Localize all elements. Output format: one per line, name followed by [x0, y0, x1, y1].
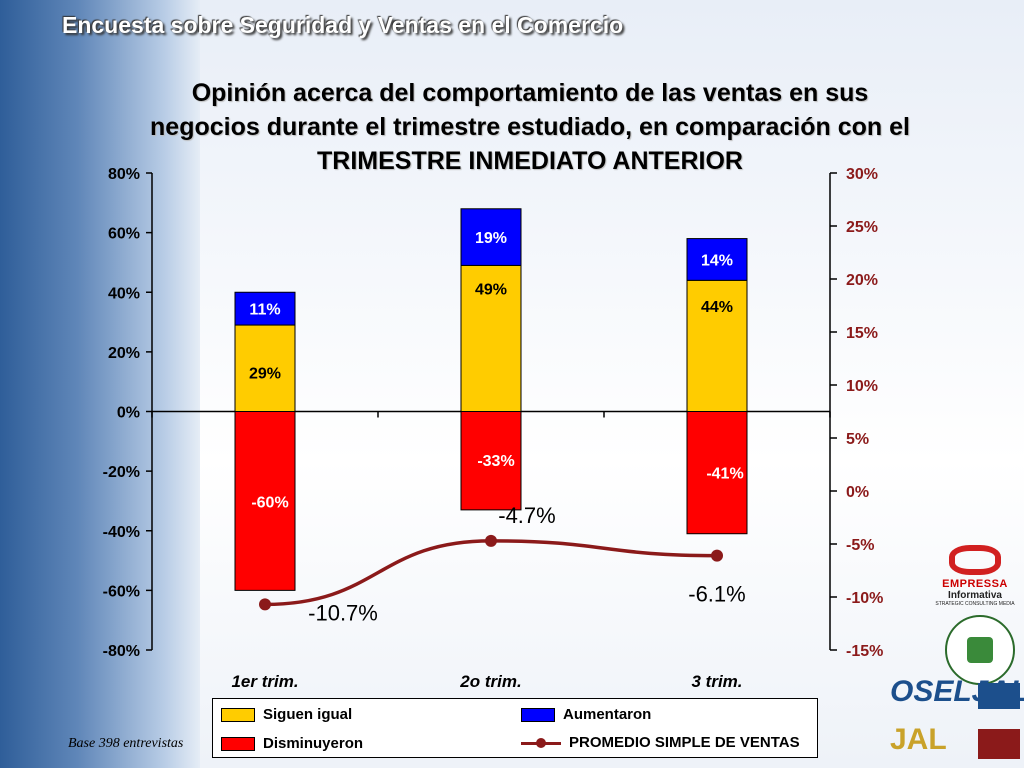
bar-siguen-igual: [234, 324, 296, 413]
category-label: 1er trim.: [231, 672, 298, 691]
left-tick-label: -60%: [103, 583, 140, 600]
left-tick-label: -80%: [103, 643, 140, 660]
bar-siguen-igual: [460, 264, 522, 413]
background-left-gradient: [0, 0, 220, 768]
data-label-aumentaron: 19%: [475, 230, 507, 247]
line-promedio: [264, 539, 718, 607]
bar-aumentaron: [686, 238, 748, 281]
bar-aumentaron: [460, 208, 522, 266]
data-label-aumentaron: 11%: [249, 302, 280, 319]
left-tick-label: 0%: [117, 405, 140, 422]
right-tick-label: 10%: [846, 378, 878, 395]
right-tick-label: 30%: [846, 166, 878, 183]
chart-legend: Siguen igual Aumentaron Disminuyeron PRO…: [212, 698, 818, 758]
data-label-disminuyeron: -41%: [706, 466, 743, 483]
background-watermark: [200, 0, 1024, 768]
left-tick-label: -20%: [103, 464, 140, 481]
right-tick-label: 20%: [846, 272, 878, 289]
oseljal-logo: OSELJAL: [890, 675, 1024, 709]
legend-label-siguen-igual: Siguen igual: [263, 706, 353, 723]
data-label-promedio: -4.7%: [498, 503, 555, 528]
right-tick-label: 15%: [846, 325, 878, 342]
empressa-logo: EMPRESSA Informativa STRATEGIC CONSULTIN…: [935, 545, 1015, 615]
legend-swatch-aumentaron: [521, 707, 555, 722]
legend-item-disminuyeron: Disminuyeron: [221, 735, 363, 752]
legend-swatch-promedio: [521, 736, 561, 750]
right-tick-label: -15%: [846, 643, 883, 660]
right-tick-label: 0%: [846, 484, 869, 501]
slide-header: Encuesta sobre Seguridad y Ventas en el …: [62, 12, 624, 38]
legend-item-siguen-igual: Siguen igual: [221, 706, 352, 723]
chart-title-line-1: Opinión acerca del comportamiento de las…: [191, 79, 869, 107]
chart-title-line-2: negocios durante el trimestre estudiado,…: [150, 113, 910, 141]
data-label-disminuyeron: -60%: [251, 494, 288, 511]
footnote: Base 398 entrevistas: [68, 736, 184, 751]
right-tick-label: -5%: [846, 537, 874, 554]
bar-disminuyeron: [460, 411, 522, 511]
right-tick-label: 5%: [846, 431, 869, 448]
empressa-mark-icon: [949, 545, 1001, 575]
bar-disminuyeron: [686, 411, 748, 535]
point-promedio: [711, 549, 723, 562]
legend-item-aumentaron: Aumentaron: [521, 706, 651, 723]
left-tick-label: 20%: [108, 345, 140, 362]
left-tick-label: -40%: [103, 524, 140, 541]
category-label: 3 trim.: [691, 672, 742, 691]
left-tick-label: 40%: [108, 285, 140, 302]
legend-label-disminuyeron: Disminuyeron: [263, 735, 364, 752]
left-tick-label: 60%: [108, 226, 140, 243]
bar-disminuyeron: [234, 411, 296, 591]
legend-label-promedio: PROMEDIO SIMPLE DE VENTAS: [569, 734, 800, 751]
legend-swatch-disminuyeron: [221, 736, 255, 751]
chart-title: Opinión acerca del comportamiento de las…: [60, 76, 1000, 178]
bar-aumentaron: [234, 291, 296, 326]
category-label: 2o trim.: [459, 672, 521, 691]
data-label-promedio: -6.1%: [688, 582, 745, 607]
left-tick-label: 80%: [108, 166, 140, 183]
data-label-disminuyeron: -33%: [477, 453, 514, 470]
right-tick-label: 25%: [846, 219, 878, 236]
legend-item-promedio: PROMEDIO SIMPLE DE VENTAS: [521, 734, 800, 751]
right-tick-label: -10%: [846, 590, 883, 607]
chart-title-line-3: TRIMESTRE INMEDIATO ANTERIOR: [317, 147, 743, 175]
bar-siguen-igual: [686, 279, 748, 413]
jal-logo: JAL: [890, 723, 1020, 765]
data-label-siguen-igual: 44%: [701, 299, 733, 316]
data-label-siguen-igual: 29%: [249, 365, 281, 382]
data-label-aumentaron: 14%: [701, 252, 733, 269]
point-promedio: [485, 534, 497, 547]
data-label-promedio: -10.7%: [308, 600, 378, 625]
data-label-siguen-igual: 49%: [475, 281, 507, 298]
point-promedio: [259, 598, 271, 611]
legend-label-aumentaron: Aumentaron: [563, 706, 652, 723]
legend-swatch-siguen-igual: [221, 707, 255, 722]
